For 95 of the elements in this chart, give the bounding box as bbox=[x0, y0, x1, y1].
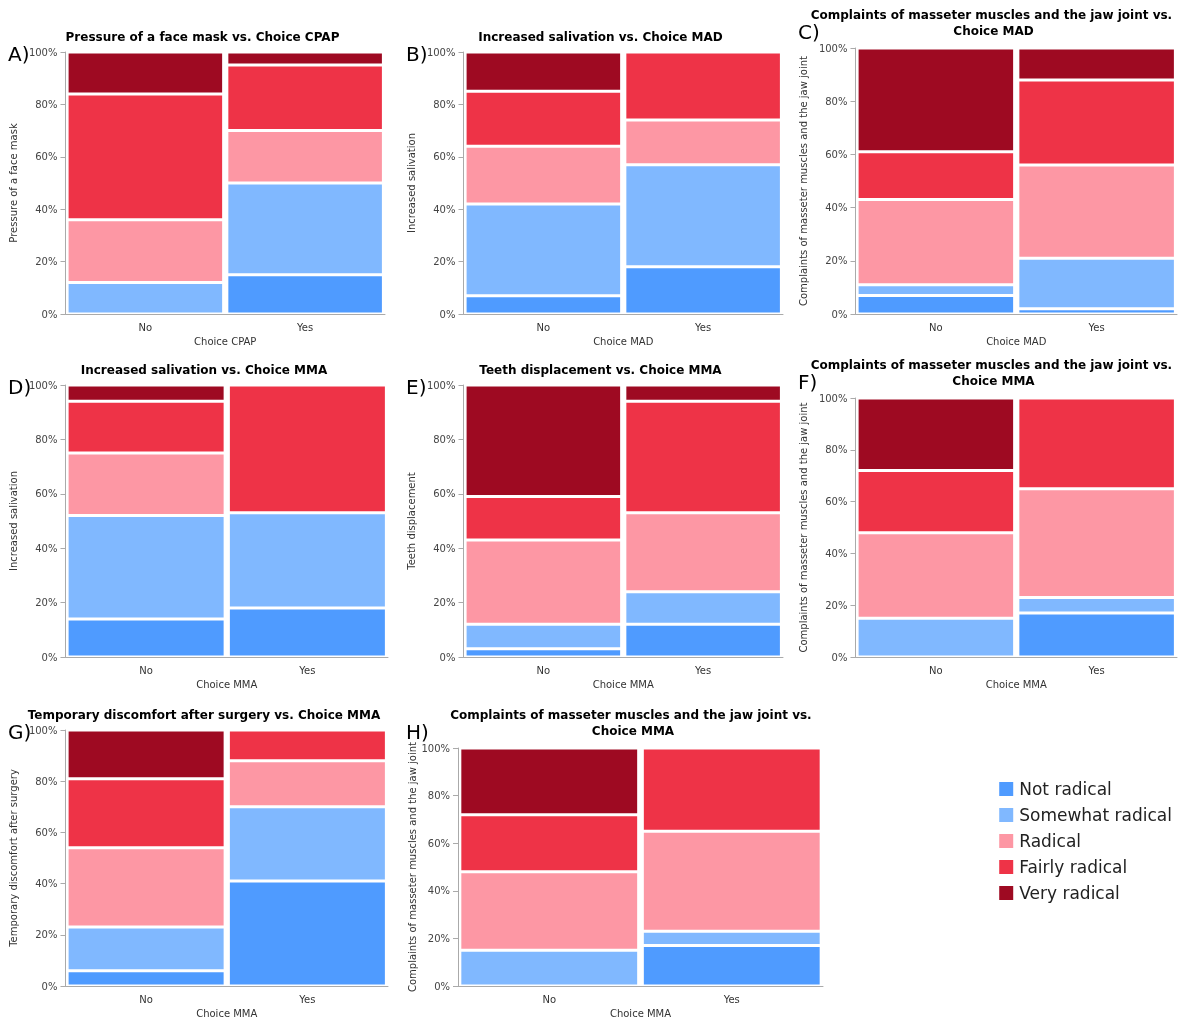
legend-label: Somewhat radical bbox=[1019, 805, 1173, 825]
y-axis-title: Temporary discomfort after surgery bbox=[7, 769, 19, 948]
chart-title: Increased salivation vs. Choice MMA bbox=[80, 363, 328, 377]
y-tick-label: 60% bbox=[35, 488, 58, 500]
y-tick-label: 0% bbox=[831, 308, 848, 320]
x-axis-title: Choice MMA bbox=[196, 679, 258, 691]
y-tick-label: 60% bbox=[433, 488, 456, 500]
y-tick-label: 80% bbox=[35, 98, 58, 110]
y-axis-title: Teeth displacement bbox=[405, 472, 417, 571]
y-tick-label: 20% bbox=[35, 597, 58, 609]
legend-label: Very radical bbox=[1019, 883, 1120, 903]
x-axis-title: Choice MMA bbox=[592, 679, 654, 691]
y-axis-title: Increased salivation bbox=[7, 471, 19, 571]
y-axis-title: Complaints of masseter muscles and the jaw joint bbox=[407, 741, 419, 993]
y-tick-label: 40% bbox=[825, 547, 848, 559]
x-tick-label: No bbox=[139, 664, 153, 676]
y-tick-label: 0% bbox=[41, 308, 58, 320]
text: F) bbox=[798, 370, 818, 394]
y-tick-label: 20% bbox=[35, 256, 58, 268]
x-tick-label: Yes bbox=[1087, 664, 1105, 676]
x-tick-label: No bbox=[138, 321, 153, 333]
y-tick-label: 100% bbox=[818, 42, 848, 54]
y-tick-label: 100% bbox=[426, 46, 456, 58]
y-tick-label: 40% bbox=[427, 885, 450, 897]
x-axis-title: Choice MMA bbox=[196, 1008, 258, 1020]
text: B) bbox=[406, 42, 428, 66]
y-tick-label: 60% bbox=[825, 148, 848, 160]
y-tick-label: 60% bbox=[433, 151, 456, 163]
x-axis-title: Choice CPAP bbox=[194, 336, 257, 348]
chart-title: Temporary discomfort after surgery vs. Choice MMA bbox=[27, 708, 381, 722]
y-tick-label: 40% bbox=[825, 202, 848, 214]
y-axis-title: Complaints of masseter muscles and the jaw joint bbox=[797, 55, 809, 307]
y-tick-label: 60% bbox=[35, 826, 58, 838]
y-tick-label: 0% bbox=[439, 651, 456, 663]
y-tick-label: 0% bbox=[41, 651, 58, 663]
y-tick-label: 100% bbox=[28, 46, 58, 58]
chart-title: Complaints of masseter muscles and the jaw joint vs. Choice MMA bbox=[450, 708, 816, 738]
y-tick-label: 40% bbox=[35, 878, 58, 890]
y-tick-label: 20% bbox=[433, 597, 456, 609]
x-tick-label: Yes bbox=[694, 664, 712, 676]
x-tick-label: Yes bbox=[1087, 321, 1105, 333]
x-tick-label: No bbox=[929, 664, 943, 676]
text: C) bbox=[798, 20, 820, 44]
x-axis-title: Choice MMA bbox=[985, 679, 1047, 691]
y-tick-label: 80% bbox=[825, 444, 848, 456]
x-tick-label: No bbox=[542, 993, 557, 1005]
y-tick-label: 20% bbox=[427, 932, 450, 944]
y-tick-label: 100% bbox=[421, 742, 450, 754]
y-axis-title: Complaints of masseter muscles and the jaw joint bbox=[797, 402, 809, 653]
chart-title: Teeth displacement vs. Choice MMA bbox=[479, 363, 723, 377]
y-tick-label: 100% bbox=[818, 392, 848, 404]
x-axis-title: Choice MMA bbox=[609, 1008, 672, 1020]
y-tick-label: 20% bbox=[825, 255, 848, 267]
text: E) bbox=[406, 375, 427, 399]
y-tick-label: 20% bbox=[825, 599, 848, 611]
y-tick-label: 80% bbox=[427, 790, 450, 802]
x-tick-label: Yes bbox=[296, 321, 314, 333]
legend-label: Fairly radical bbox=[1019, 857, 1128, 877]
y-tick-label: 20% bbox=[35, 929, 58, 941]
y-tick-label: 60% bbox=[427, 837, 450, 849]
text: A) bbox=[8, 42, 30, 66]
y-tick-label: 80% bbox=[35, 775, 58, 787]
y-tick-label: 40% bbox=[35, 203, 58, 215]
x-tick-label: No bbox=[139, 993, 153, 1005]
y-tick-label: 0% bbox=[439, 308, 456, 320]
x-tick-label: Yes bbox=[298, 993, 316, 1005]
y-tick-label: 80% bbox=[433, 433, 456, 445]
y-tick-label: 80% bbox=[825, 95, 848, 107]
legend-label: Not radical bbox=[1019, 779, 1112, 799]
legend-label: Radical bbox=[1019, 831, 1082, 851]
y-axis-title: Pressure of a face mask bbox=[7, 123, 19, 243]
x-axis-title: Choice MAD bbox=[593, 336, 654, 348]
x-tick-label: Yes bbox=[298, 664, 316, 676]
chart-title: Pressure of a face mask vs. Choice CPAP bbox=[65, 30, 340, 44]
y-tick-label: 0% bbox=[434, 980, 450, 992]
text: H) bbox=[406, 720, 429, 744]
x-axis-title: Choice MAD bbox=[986, 336, 1047, 348]
y-tick-label: 80% bbox=[35, 433, 58, 445]
y-tick-label: 0% bbox=[41, 980, 58, 992]
chart-title: Increased salivation vs. Choice MAD bbox=[478, 30, 723, 44]
y-tick-label: 100% bbox=[426, 379, 456, 391]
x-tick-label: Yes bbox=[722, 993, 740, 1005]
y-tick-label: 20% bbox=[433, 256, 456, 268]
y-axis-title: Increased salivation bbox=[405, 133, 417, 233]
y-tick-label: 60% bbox=[35, 151, 58, 163]
x-tick-label: Yes bbox=[694, 321, 712, 333]
y-tick-label: 0% bbox=[831, 651, 848, 663]
x-tick-label: No bbox=[536, 321, 551, 333]
y-tick-label: 40% bbox=[35, 542, 58, 554]
x-tick-label: No bbox=[929, 321, 943, 333]
y-tick-label: 40% bbox=[433, 542, 456, 554]
y-tick-label: 60% bbox=[825, 496, 848, 508]
y-tick-label: 80% bbox=[433, 98, 456, 110]
x-tick-label: No bbox=[536, 664, 551, 676]
y-tick-label: 40% bbox=[433, 203, 456, 215]
